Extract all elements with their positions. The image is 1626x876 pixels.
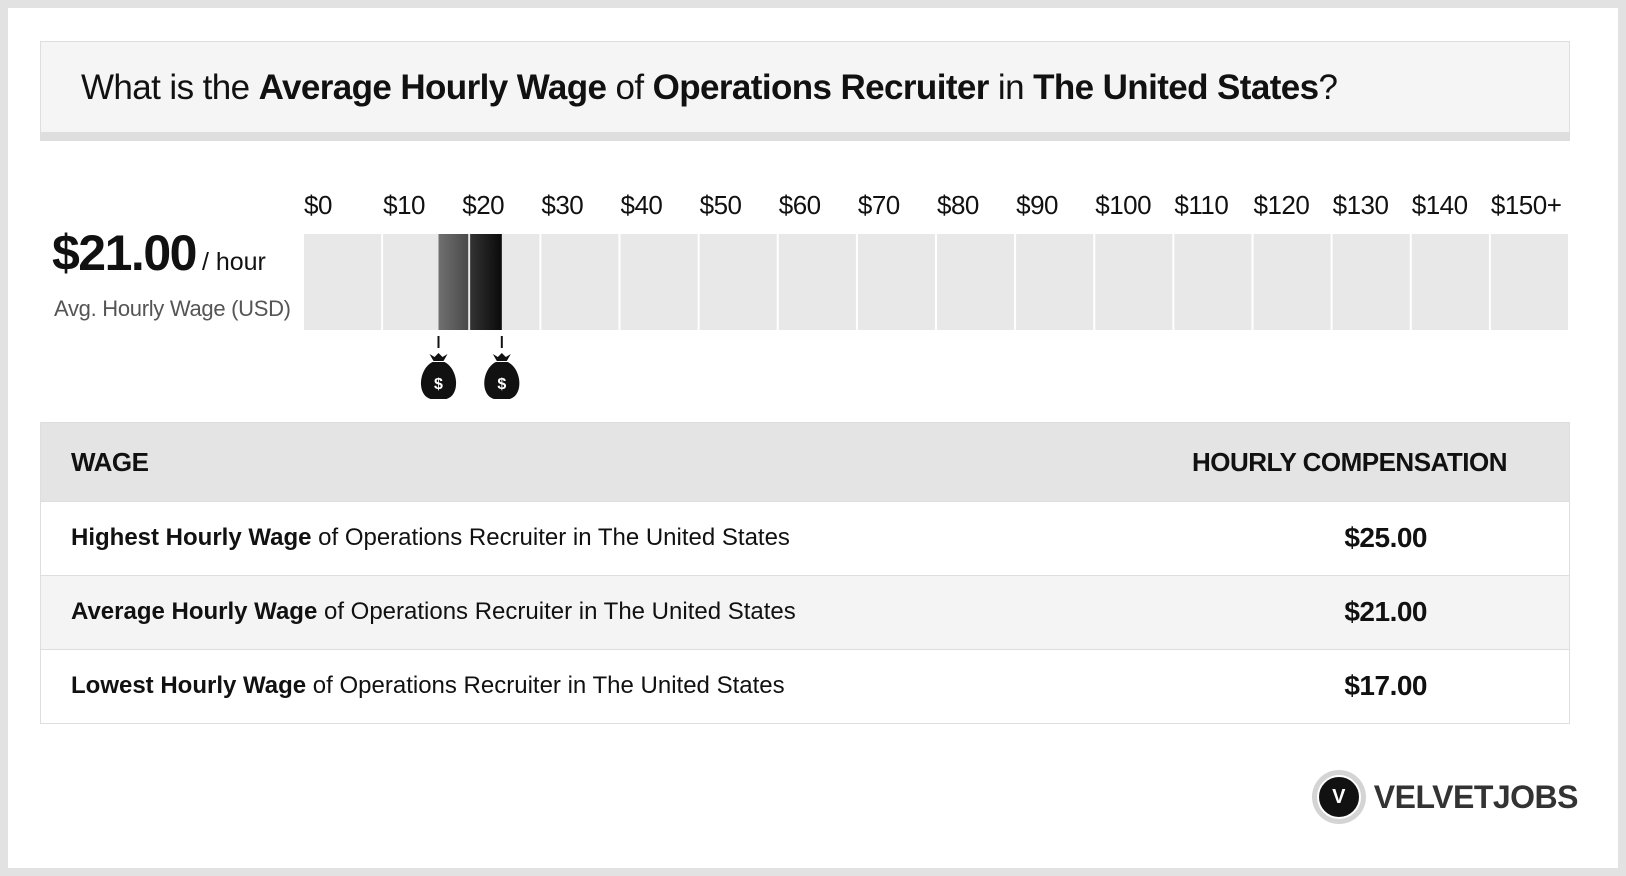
row-label-rest: of Operations Recruiter in The United St… [311,524,790,551]
row-label: Average Hourly Wage of Operations Recrui… [71,598,796,626]
x-tick-label: $130 [1333,190,1389,220]
track-segment [1332,234,1410,330]
range-bar-average-to-high [470,234,502,330]
row-label: Highest Hourly Wage of Operations Recrui… [71,524,790,552]
row-label-bold: Lowest Hourly Wage [71,672,307,699]
x-tick-label: $150+ [1491,190,1562,220]
x-tick-label: $120 [1254,190,1310,220]
x-tick-label: $0 [304,190,332,220]
track-segment [1253,234,1331,330]
velvetjobs-logo[interactable]: V VELVETJOBS [1311,770,1579,824]
average-wage-label: Avg. Hourly Wage (USD) [54,296,291,321]
table-header: WAGE HOURLY COMPENSATION [41,423,1569,501]
track-segment [541,234,619,330]
x-tick-label: $70 [858,190,900,220]
row-value: $21.00 [1344,596,1427,627]
title-text: of [606,68,653,107]
title-metric: Average Hourly Wage [258,68,607,107]
track-segment [1490,234,1568,330]
track-segment [857,234,935,330]
page-title: What is the Average Hourly Wage of Opera… [81,68,1338,108]
money-bag-icon: $ [420,336,457,399]
track-segment [304,234,382,330]
track-segment [620,234,698,330]
x-tick-label: $80 [937,190,979,220]
table-row-average: Average Hourly Wage of Operations Recrui… [41,575,1569,649]
money-bag-icon: $ [484,336,520,399]
x-tick-label: $30 [541,190,583,220]
x-tick-label: $100 [1095,190,1151,220]
x-tick-label: $20 [462,190,504,220]
range-bar-low-to-average [438,234,469,330]
row-label: Lowest Hourly Wage of Operations Recruit… [71,672,785,700]
track-segment [699,234,777,330]
row-label-bold: Highest Hourly Wage [71,524,312,551]
x-tick-label: $60 [779,190,821,220]
wage-table: WAGE HOURLY COMPENSATION Highest Hourly … [40,422,1570,724]
average-wage-amount: $21.00 [52,225,197,281]
track-segment [1095,234,1173,330]
logo-mark-icon: V [1311,770,1366,824]
row-value: $25.00 [1344,522,1427,553]
title-box: What is the Average Hourly Wage of Opera… [40,41,1570,141]
track-segment [1016,234,1094,330]
svg-text:$: $ [497,376,506,393]
title-text: in [988,68,1034,107]
track-segment [1411,234,1489,330]
header-hourly-compensation: HOURLY COMPENSATION [1191,447,1508,477]
average-wage-unit: / hour [201,248,266,276]
title-location: The United States [1033,68,1319,107]
x-tick-label: $50 [700,190,742,220]
logo-text: VELVETJOBS [1373,778,1579,815]
svg-text:$: $ [434,376,443,393]
track-segment [778,234,856,330]
x-tick-label: $40 [621,190,663,220]
row-label-bold: Average Hourly Wage [71,598,318,625]
x-tick-label: $90 [1016,190,1058,220]
x-tick-label: $10 [383,190,425,220]
logo-mark-letter: V [1316,775,1361,819]
table-row-lowest: Lowest Hourly Wage of Operations Recruit… [41,649,1569,723]
row-label-rest: of Operations Recruiter in The United St… [306,672,785,699]
title-text: What is the [81,68,259,107]
table-row-highest: Highest Hourly Wage of Operations Recrui… [41,501,1569,575]
track-segment [937,234,1015,330]
track-segment [1174,234,1252,330]
header-wage: WAGE [71,447,149,477]
row-label-rest: of Operations Recruiter in The United St… [317,598,796,625]
x-tick-label: $140 [1412,190,1468,220]
x-tick-label: $110 [1174,190,1228,220]
row-value: $17.00 [1344,670,1427,701]
title-text: ? [1318,68,1338,107]
wage-range-chart: $0 $10 $20 $30 $40 $50 $60 $70 $80 $90 $100 $110 $12… [304,190,1568,399]
average-wage-value: $21.00/ hour [52,224,266,282]
title-job: Operations Recruiter [652,68,990,107]
